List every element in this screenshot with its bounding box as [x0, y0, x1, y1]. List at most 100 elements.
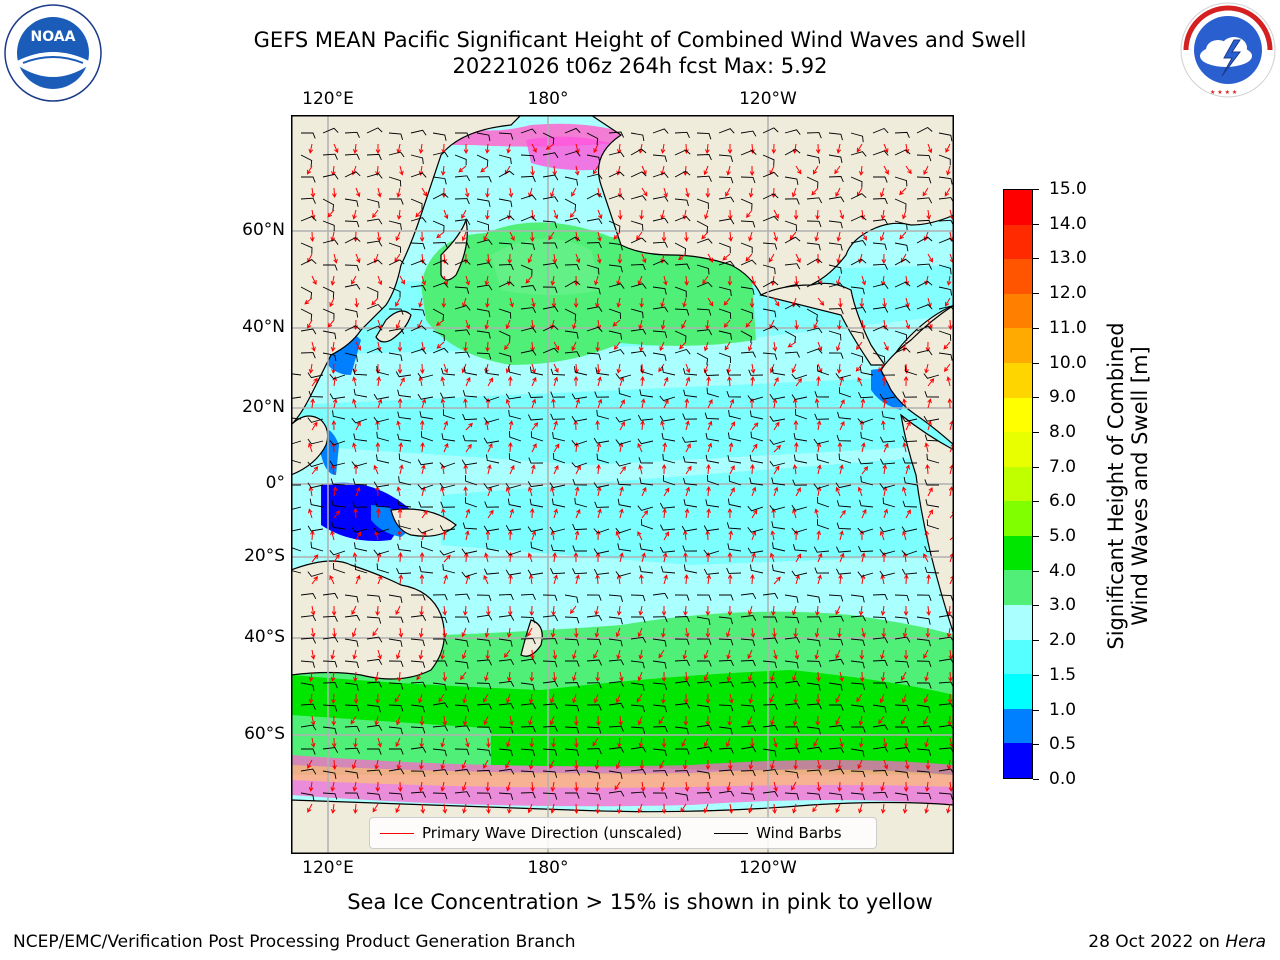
- wave-direction-arrow: [728, 442, 734, 453]
- wind-barb: [322, 770, 337, 779]
- cyan-band-north: [291, 375, 954, 465]
- wind-barb: [894, 198, 907, 210]
- wind-barb: [307, 482, 324, 489]
- wind-barb: [704, 369, 720, 376]
- wave-direction-arrow: [377, 187, 382, 198]
- footer-right: 28 Oct 2022 on Hera: [1088, 932, 1266, 952]
- wind-barb: [300, 682, 315, 692]
- wind-barb: [608, 171, 625, 178]
- wave-direction-arrow: [768, 253, 775, 263]
- wind-barb: [917, 682, 932, 689]
- wind-barb: [806, 792, 822, 801]
- wave-direction-arrow: [419, 363, 425, 375]
- wind-barb: [872, 306, 889, 313]
- colorbar-segment: [1004, 190, 1032, 226]
- wind-barb: [630, 746, 647, 753]
- alaska: [589, 115, 954, 296]
- wave-direction-arrow: [683, 231, 689, 243]
- wind-barb: [652, 726, 668, 733]
- wind-barb: [366, 658, 383, 665]
- wind-barb: [322, 682, 338, 689]
- wave-direction-arrow: [660, 319, 666, 330]
- colorbar-segment: [1004, 224, 1032, 260]
- wave-direction-arrow: [881, 627, 887, 639]
- wave-direction-arrow: [553, 508, 558, 519]
- wind-barb: [608, 151, 625, 158]
- wave-direction-arrow: [726, 781, 731, 792]
- wind-barb: [366, 218, 383, 225]
- wave-direction-arrow: [443, 209, 449, 220]
- wave-direction-arrow: [923, 231, 929, 242]
- wave-direction-arrow: [616, 363, 622, 374]
- wind-barb: [300, 259, 317, 266]
- wave-direction-arrow: [682, 759, 688, 770]
- colorbar-segment: [1004, 570, 1032, 606]
- wave-direction-arrow: [728, 231, 733, 242]
- wind-barb: [505, 524, 522, 531]
- wind-barb: [520, 264, 533, 276]
- wind-barb: [388, 308, 404, 315]
- wave-direction-arrow: [617, 209, 623, 221]
- wave-direction-arrow: [946, 803, 951, 814]
- wave-direction-arrow: [661, 737, 667, 749]
- wind-barb: [432, 769, 449, 776]
- wave-direction-arrow: [421, 275, 426, 286]
- wave-direction-arrow: [575, 508, 581, 519]
- wind-barb: [674, 308, 690, 316]
- wave-direction-arrow: [636, 231, 643, 241]
- wave-direction-arrow: [355, 341, 361, 351]
- wave-direction-arrow: [353, 671, 358, 683]
- wave-direction-arrow: [707, 442, 713, 453]
- wind-barb: [674, 348, 691, 355]
- wind-barb: [440, 501, 456, 508]
- lat-label-60n: 60°N: [242, 220, 285, 240]
- wave-direction-arrow: [685, 486, 691, 497]
- wind-barb: [571, 415, 588, 422]
- wave-direction-arrow: [331, 715, 337, 727]
- wave-direction-arrow: [639, 297, 645, 309]
- wave-direction-arrow: [923, 165, 929, 176]
- wave-direction-arrow: [550, 693, 555, 704]
- wind-barb: [366, 325, 383, 332]
- wave-direction-arrow: [663, 275, 668, 286]
- wind-barb: [291, 546, 302, 552]
- wave-direction-arrow: [531, 398, 537, 409]
- wind-barb: [718, 594, 734, 601]
- wind-barb: [652, 172, 669, 178]
- wind-barb: [564, 236, 581, 244]
- wind-barb: [674, 198, 689, 207]
- wind-barb: [344, 594, 359, 603]
- wave-direction-arrow: [905, 509, 911, 519]
- wave-direction-arrow: [837, 627, 842, 639]
- wind-barb: [476, 262, 493, 268]
- wind-barb: [879, 483, 896, 489]
- wave-direction-arrow: [377, 574, 383, 585]
- wave-direction-arrow: [553, 443, 560, 453]
- wave-direction-arrow: [641, 187, 648, 197]
- wave-direction-arrow: [596, 253, 602, 264]
- wave-direction-arrow: [553, 420, 558, 431]
- wave-direction-arrow: [659, 759, 665, 770]
- wind-barb: [630, 195, 647, 201]
- wave-direction-arrow: [419, 551, 425, 563]
- wave-direction-arrow: [705, 143, 710, 155]
- wave-direction-arrow: [355, 486, 361, 497]
- wind-barb: [749, 564, 764, 574]
- wind-barb: [938, 330, 952, 341]
- lat-label-60s: 60°S: [244, 724, 285, 744]
- wave-direction-arrow: [750, 627, 756, 638]
- wind-barb: [806, 769, 822, 776]
- wave-direction-arrow: [397, 781, 403, 793]
- wind-barb: [879, 458, 896, 465]
- wind-barb: [520, 682, 535, 691]
- wind-barb: [322, 239, 339, 245]
- wind-barb: [344, 198, 359, 207]
- wave-direction-arrow: [899, 187, 907, 196]
- wind-barb: [850, 726, 866, 733]
- wave-direction-arrow: [509, 508, 514, 519]
- wind-barb: [938, 286, 953, 296]
- wind-barb: [718, 681, 735, 688]
- wave-direction-arrow: [465, 530, 470, 541]
- wave-direction-arrow: [442, 605, 447, 616]
- wind-barb: [652, 352, 667, 361]
